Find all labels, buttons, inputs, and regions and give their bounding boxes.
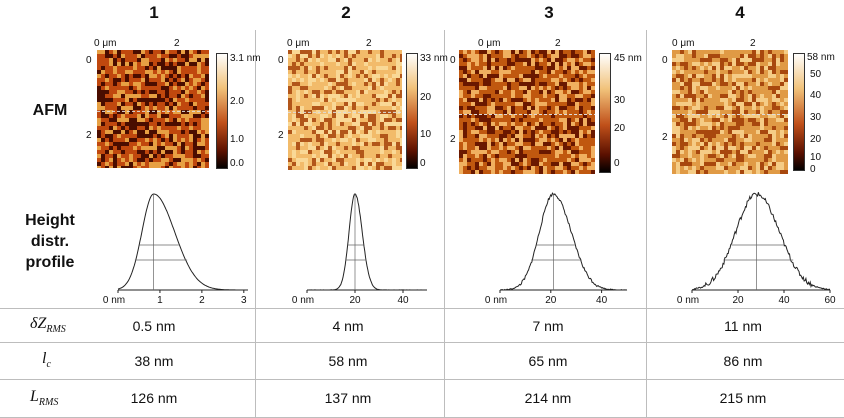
afm-y-tick-label: 0 <box>450 55 456 66</box>
value-lc-3: 65 nm <box>528 353 568 369</box>
colorbar-1 <box>216 53 228 169</box>
afm-x-tick-label: 0 μm <box>478 38 501 49</box>
param-subscript: RMS <box>38 397 59 409</box>
table-divider <box>0 308 844 309</box>
afm-image-2 <box>288 50 402 170</box>
value-dz-rms-1: 0.5 nm <box>132 318 176 334</box>
colorbar-tick-label: 0.0 <box>230 158 244 169</box>
value-l-rms-4: 215 nm <box>719 390 767 406</box>
profile-tick-label: 0 nm <box>485 295 507 306</box>
afm-image-4 <box>672 50 788 174</box>
profile-tick-label: 0 nm <box>103 295 125 306</box>
colorbar-tick-label: 2.0 <box>230 96 244 107</box>
afm-y-tick-label: 2 <box>86 130 92 141</box>
table-divider <box>0 342 844 343</box>
profile-tick-label: 2 <box>199 295 205 306</box>
colorbar-tick-label: 0 <box>810 164 816 175</box>
profile-tick-label: 40 <box>778 295 790 306</box>
profile-tick-label: 40 <box>397 295 409 306</box>
afm-x-tick-label: 2 <box>555 38 561 49</box>
afm-x-tick-label: 0 μm <box>287 38 310 49</box>
param-label-l-rms: LRMS <box>30 388 58 408</box>
colorbar-tick-label: 0 <box>614 158 620 169</box>
colorbar-tick-label: 20 <box>420 92 432 103</box>
param-subscript: RMS <box>46 324 66 336</box>
column-divider <box>255 30 256 418</box>
profile-tick-label: 1 <box>157 295 163 306</box>
param-symbol: δZ <box>30 315 47 332</box>
profile-curve <box>499 192 628 291</box>
value-l-rms-1: 126 nm <box>130 390 178 406</box>
profile-tick-label: 40 <box>596 295 608 306</box>
row-label-height-line1: Height <box>25 212 75 229</box>
colorbar-tick-label: 0 <box>420 158 426 169</box>
afm-image-3 <box>459 50 595 174</box>
afm-y-tick-label: 2 <box>278 130 284 141</box>
colorbar-tick-label: 58 nm <box>807 52 835 63</box>
colorbar-tick-label: 10 <box>420 129 432 140</box>
afm-x-tick-label: 0 μm <box>94 38 117 49</box>
colorbar-3 <box>599 53 611 173</box>
colorbar-tick-label: 10 <box>810 152 822 163</box>
colorbar-tick-label: 3.1 nm <box>230 53 261 64</box>
value-dz-rms-3: 7 nm <box>532 318 564 334</box>
row-label-height-line2: distr. <box>30 233 70 250</box>
colorbar-tick-label: 20 <box>614 123 626 134</box>
afm-y-tick-label: 2 <box>450 134 456 145</box>
colorbar-tick-label: 30 <box>810 112 822 123</box>
profile-tick-label: 20 <box>349 295 361 306</box>
afm-y-tick-label: 0 <box>278 55 284 66</box>
value-l-rms-3: 214 nm <box>524 390 572 406</box>
profile-tick-label: 3 <box>241 295 247 306</box>
column-header-3: 3 <box>544 3 554 22</box>
column-header-4: 4 <box>735 3 745 22</box>
colorbar-4 <box>793 53 805 171</box>
value-lc-1: 38 nm <box>134 353 174 369</box>
param-label-lc: lc <box>42 350 51 370</box>
row-label-height-line3: profile <box>25 254 75 271</box>
row-label-height-distribution: Height distr. profile <box>6 210 94 273</box>
param-symbol: L <box>30 388 39 405</box>
param-subscript: c <box>46 359 51 371</box>
colorbar-tick-label: 1.0 <box>230 134 244 145</box>
profile-curve <box>307 193 427 291</box>
colorbar-tick-label: 40 <box>810 90 822 101</box>
afm-x-tick-label: 2 <box>174 38 180 49</box>
afm-y-tick-label: 0 <box>86 55 92 66</box>
afm-x-tick-label: 2 <box>366 38 372 49</box>
value-lc-2: 58 nm <box>328 353 368 369</box>
value-l-rms-2: 137 nm <box>324 390 372 406</box>
row-label-afm: AFM <box>32 102 68 119</box>
afm-image-1 <box>97 50 209 168</box>
profile-tick-label: 20 <box>732 295 744 306</box>
afm-x-tick-label: 0 μm <box>672 38 695 49</box>
colorbar-tick-label: 50 <box>810 69 822 80</box>
value-dz-rms-2: 4 nm <box>332 318 364 334</box>
value-lc-4: 86 nm <box>723 353 763 369</box>
profile-curve <box>691 192 831 291</box>
column-header-2: 2 <box>341 3 351 22</box>
value-dz-rms-4: 11 nm <box>724 318 762 334</box>
profile-tick-label: 60 <box>824 295 836 306</box>
param-symbol: l <box>42 350 47 367</box>
profile-tick-label: 0 nm <box>292 295 314 306</box>
colorbar-tick-label: 33 nm <box>420 53 448 64</box>
colorbar-tick-label: 30 <box>614 95 626 106</box>
afm-x-tick-label: 2 <box>750 38 756 49</box>
afm-y-tick-label: 0 <box>662 55 668 66</box>
height-profile-plots: 0 nm 1 2 3 0 nm 20 40 0 nm 20 40 0 nm 20 40 60 <box>103 192 836 306</box>
column-divider <box>444 30 445 418</box>
colorbar-tick-label: 20 <box>810 134 822 145</box>
column-header-1: 1 <box>149 3 159 22</box>
column-divider <box>646 30 647 418</box>
table-divider <box>0 379 844 380</box>
profile-tick-label: 0 nm <box>677 295 699 306</box>
colorbar-tick-label: 45 nm <box>614 53 642 64</box>
profile-tick-label: 20 <box>545 295 557 306</box>
afm-y-tick-label: 2 <box>662 132 668 143</box>
colorbar-2 <box>406 53 418 169</box>
param-label-dz-rms: δZRMS <box>30 315 66 335</box>
profile-curve <box>117 193 248 291</box>
